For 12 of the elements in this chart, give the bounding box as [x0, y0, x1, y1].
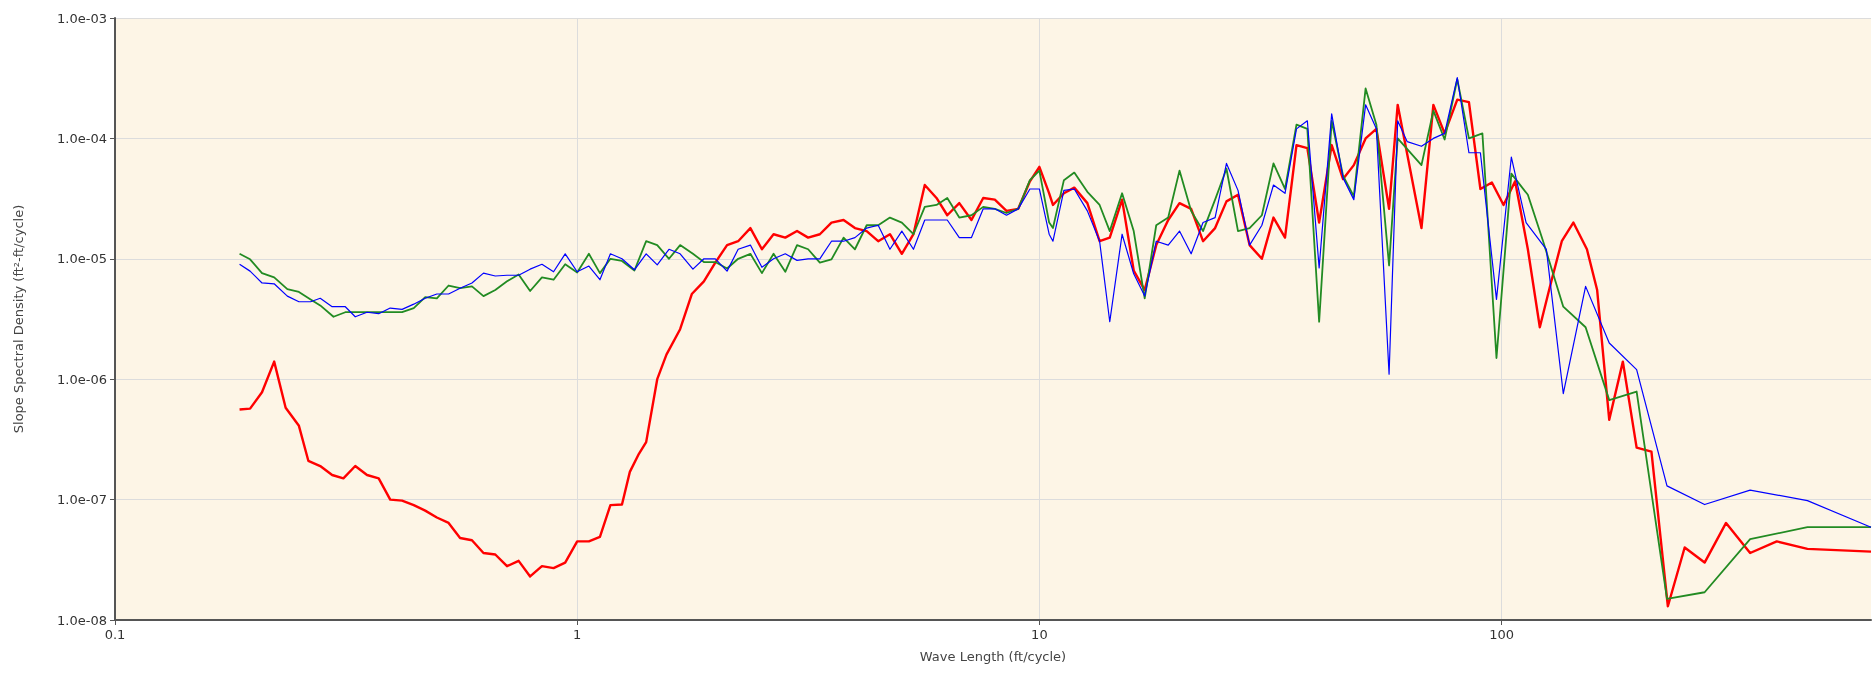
x-axis-title: Wave Length (ft/cycle) [919, 649, 1067, 664]
y-tick-label: 1.0e-06 [57, 371, 107, 387]
x-tick-label: 100 [1489, 627, 1514, 642]
x-tick-label: 10 [1031, 627, 1048, 642]
y-tick-label: 1.0e-03 [57, 10, 107, 26]
y-tick-label: 1.0e-07 [57, 492, 107, 508]
x-tick-label: 1 [573, 627, 582, 642]
y-tick-label: 1.0e-05 [57, 251, 107, 267]
x-tick-label: 0.1 [104, 627, 126, 642]
y-tick-label: 1.0e-04 [57, 130, 107, 146]
y-tick-label: 1.0e-08 [57, 612, 107, 628]
y-axis-title: Slope Spectral Density (ft²-ft/cycle) [11, 204, 26, 434]
